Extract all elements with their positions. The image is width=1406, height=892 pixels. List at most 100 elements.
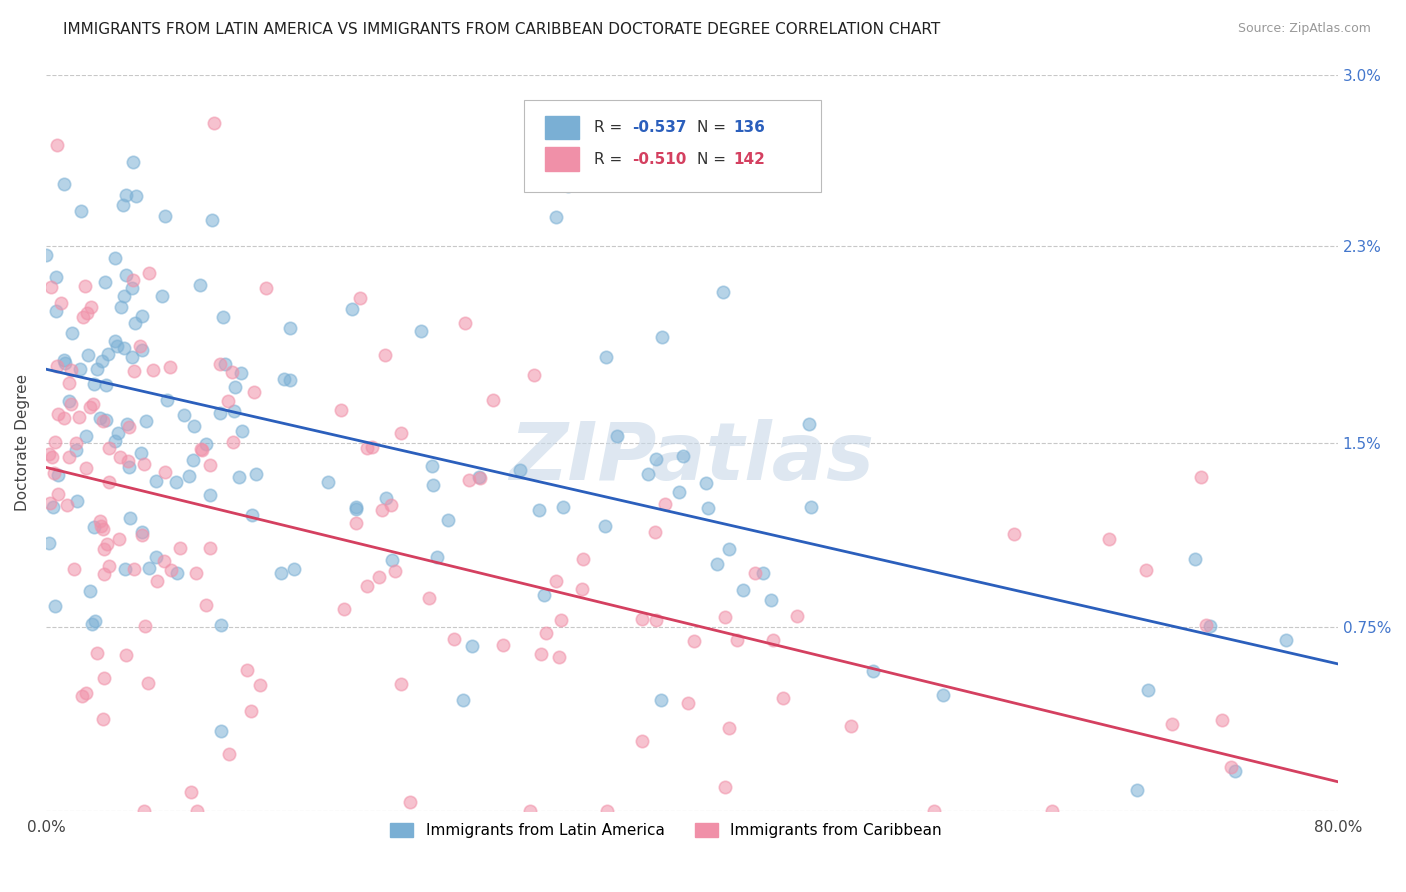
Point	[240, 508, 263, 523]
Point	[89, 514, 111, 528]
Point	[132, 804, 155, 818]
Point	[344, 516, 367, 530]
Point	[606, 429, 628, 443]
Point	[97, 442, 120, 456]
Point	[631, 612, 654, 626]
Point	[744, 566, 766, 581]
Point	[98, 475, 121, 489]
Point	[94, 275, 117, 289]
Point	[91, 712, 114, 726]
Point	[761, 592, 783, 607]
Point	[546, 210, 568, 224]
Point	[695, 476, 717, 491]
Point	[922, 804, 945, 818]
Point	[41, 280, 63, 294]
Point	[75, 686, 97, 700]
Text: Source: ZipAtlas.com: Source: ZipAtlas.com	[1237, 22, 1371, 36]
Point	[329, 403, 352, 417]
Point	[46, 138, 69, 153]
Point	[458, 473, 481, 487]
Point	[159, 360, 181, 375]
Point	[270, 566, 292, 580]
Point	[131, 528, 153, 542]
Point	[672, 450, 695, 464]
Point	[224, 379, 246, 393]
Point	[437, 513, 460, 527]
Point	[59, 363, 82, 377]
Point	[228, 469, 250, 483]
Point	[571, 582, 593, 596]
Point	[797, 417, 820, 432]
Point	[72, 310, 94, 324]
Point	[551, 500, 574, 514]
Point	[131, 525, 153, 540]
Point	[79, 584, 101, 599]
Point	[121, 272, 143, 286]
Point	[426, 549, 449, 564]
Point	[713, 285, 735, 300]
Point	[48, 468, 70, 483]
Point	[231, 424, 253, 438]
Point	[86, 646, 108, 660]
Point	[83, 614, 105, 628]
Point	[717, 721, 740, 735]
Point	[1098, 533, 1121, 547]
Point	[1275, 632, 1298, 647]
Point	[96, 536, 118, 550]
Point	[122, 154, 145, 169]
Point	[595, 518, 617, 533]
Point	[644, 524, 666, 539]
Point	[198, 488, 221, 502]
Point	[53, 356, 76, 370]
Point	[550, 613, 572, 627]
Point	[772, 690, 794, 705]
Point	[86, 362, 108, 376]
Point	[800, 500, 823, 514]
Point	[1002, 527, 1025, 541]
Point	[58, 394, 80, 409]
Point	[333, 601, 356, 615]
Point	[97, 346, 120, 360]
Point	[44, 599, 66, 613]
Point	[80, 301, 103, 315]
Point	[150, 289, 173, 303]
Point	[644, 451, 666, 466]
Point	[97, 559, 120, 574]
Point	[159, 563, 181, 577]
Point	[67, 410, 90, 425]
Point	[76, 347, 98, 361]
Point	[35, 248, 58, 262]
Point	[1211, 713, 1233, 727]
Point	[1137, 683, 1160, 698]
Point	[111, 198, 134, 212]
Point	[142, 363, 165, 377]
Point	[104, 252, 127, 266]
Point	[131, 343, 153, 358]
Point	[420, 459, 443, 474]
Point	[527, 503, 550, 517]
Point	[706, 558, 728, 572]
Point	[1040, 804, 1063, 818]
Point	[114, 268, 136, 282]
Point	[136, 675, 159, 690]
Point	[637, 467, 659, 482]
Point	[422, 478, 444, 492]
Point	[1220, 760, 1243, 774]
Point	[131, 309, 153, 323]
Point	[316, 475, 339, 489]
Point	[547, 649, 569, 664]
Point	[153, 209, 176, 223]
Point	[117, 460, 139, 475]
Point	[682, 633, 704, 648]
Point	[714, 610, 737, 624]
Point	[42, 466, 65, 480]
Point	[76, 306, 98, 320]
Point	[361, 440, 384, 454]
Point	[38, 496, 60, 510]
Point	[367, 570, 389, 584]
Point	[117, 417, 139, 431]
Point	[114, 648, 136, 663]
Point	[38, 447, 60, 461]
Text: IMMIGRANTS FROM LATIN AMERICA VS IMMIGRANTS FROM CARIBBEAN DOCTORATE DEGREE CORR: IMMIGRANTS FROM LATIN AMERICA VS IMMIGRA…	[63, 22, 941, 37]
Point	[389, 677, 412, 691]
